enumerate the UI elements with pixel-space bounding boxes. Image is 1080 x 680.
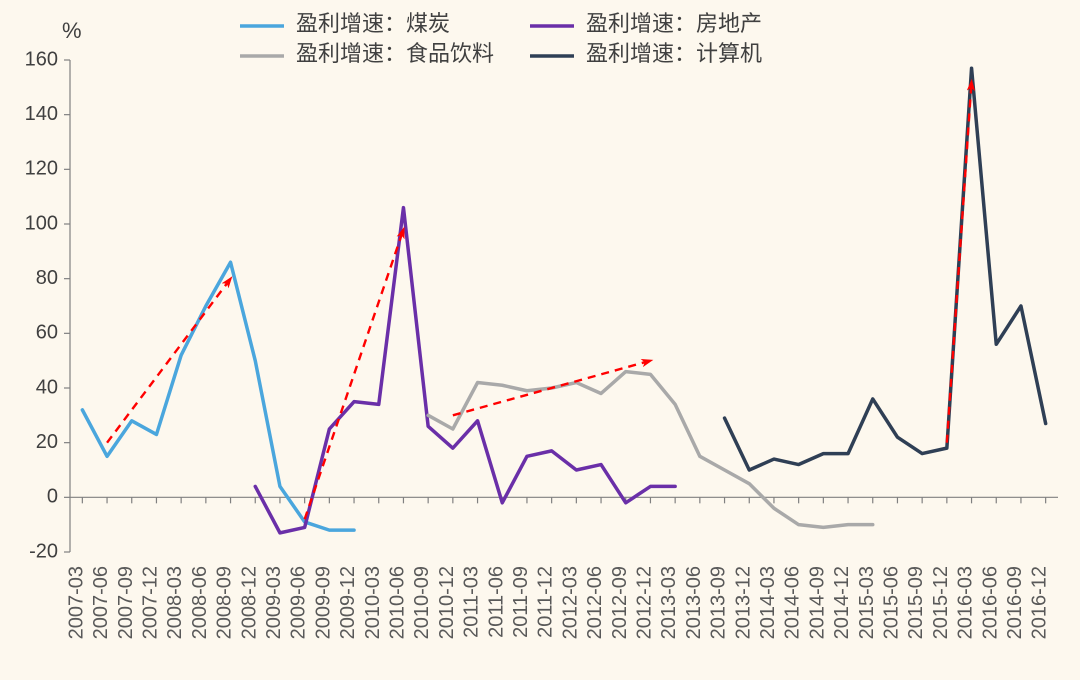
y-tick-label: 40: [36, 376, 58, 398]
legend-label-real_estate: 盈利增速：房地产: [586, 11, 762, 36]
legend-label-computer: 盈利增速：计算机: [586, 41, 762, 66]
y-axis-label: %: [62, 18, 82, 43]
x-tick-label: 2007-03: [65, 566, 87, 639]
x-tick-label: 2013-12: [732, 566, 754, 639]
x-tick-label: 2012-06: [584, 566, 606, 639]
x-tick-label: 2008-12: [238, 566, 260, 639]
x-tick-label: 2015-06: [880, 566, 902, 639]
x-tick-label: 2013-03: [658, 566, 680, 639]
x-tick-label: 2015-09: [905, 566, 927, 639]
x-tick-label: 2015-12: [930, 566, 952, 639]
y-tick-label: 140: [25, 103, 58, 125]
x-tick-label: 2007-09: [115, 566, 137, 639]
x-tick-label: 2014-12: [831, 566, 853, 639]
x-tick-label: 2009-03: [263, 566, 285, 639]
x-tick-label: 2010-03: [362, 566, 384, 639]
y-tick-label: 60: [36, 322, 58, 344]
x-tick-label: 2008-03: [164, 566, 186, 639]
x-tick-label: 2010-09: [411, 566, 433, 639]
x-tick-label: 2014-06: [782, 566, 804, 639]
profit-growth-chart: -20020406080100120140160%2007-032007-062…: [0, 0, 1080, 680]
y-tick-label: 0: [47, 486, 58, 508]
x-tick-label: 2014-09: [806, 566, 828, 639]
y-tick-label: 100: [25, 212, 58, 234]
legend-label-coal: 盈利增速：煤炭: [296, 11, 450, 36]
y-tick-label: -20: [29, 540, 58, 562]
x-tick-label: 2012-12: [633, 566, 655, 639]
y-tick-label: 160: [25, 48, 58, 70]
x-tick-label: 2007-12: [139, 566, 161, 639]
x-tick-label: 2007-06: [90, 566, 112, 639]
x-tick-label: 2009-12: [337, 566, 359, 639]
x-tick-label: 2009-06: [288, 566, 310, 639]
legend-label-food_bev: 盈利增速：食品饮料: [296, 41, 494, 66]
x-tick-label: 2008-09: [214, 566, 236, 639]
y-tick-label: 20: [36, 431, 58, 453]
x-tick-label: 2013-09: [708, 566, 730, 639]
x-tick-label: 2008-06: [189, 566, 211, 639]
x-tick-label: 2016-12: [1029, 566, 1051, 639]
x-tick-label: 2014-03: [757, 566, 779, 639]
x-tick-label: 2009-09: [312, 566, 334, 639]
x-tick-label: 2012-09: [609, 566, 631, 639]
x-tick-label: 2011-03: [461, 566, 483, 638]
x-tick-label: 2016-03: [955, 566, 977, 639]
x-tick-label: 2011-09: [510, 566, 532, 638]
x-tick-label: 2010-06: [386, 566, 408, 639]
x-tick-label: 2012-03: [559, 566, 581, 639]
x-tick-label: 2011-12: [535, 566, 557, 638]
x-tick-label: 2010-12: [436, 566, 458, 639]
x-tick-label: 2013-06: [683, 566, 705, 639]
x-tick-label: 2015-03: [856, 566, 878, 639]
x-tick-label: 2011-06: [485, 566, 507, 638]
x-tick-label: 2016-09: [1004, 566, 1026, 639]
y-tick-label: 120: [25, 158, 58, 180]
x-tick-label: 2016-06: [979, 566, 1001, 639]
y-tick-label: 80: [36, 267, 58, 289]
